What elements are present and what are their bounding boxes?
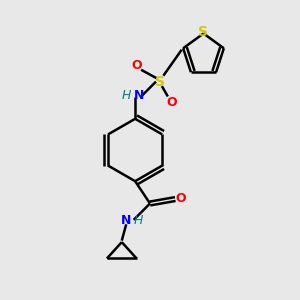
Text: H: H (122, 89, 131, 102)
Text: S: S (199, 25, 208, 39)
Text: O: O (175, 192, 186, 205)
Text: S: S (155, 75, 165, 88)
Text: N: N (134, 89, 144, 102)
Text: H: H (134, 214, 143, 227)
Text: O: O (167, 96, 177, 109)
Text: O: O (131, 59, 142, 72)
Text: N: N (121, 214, 131, 227)
